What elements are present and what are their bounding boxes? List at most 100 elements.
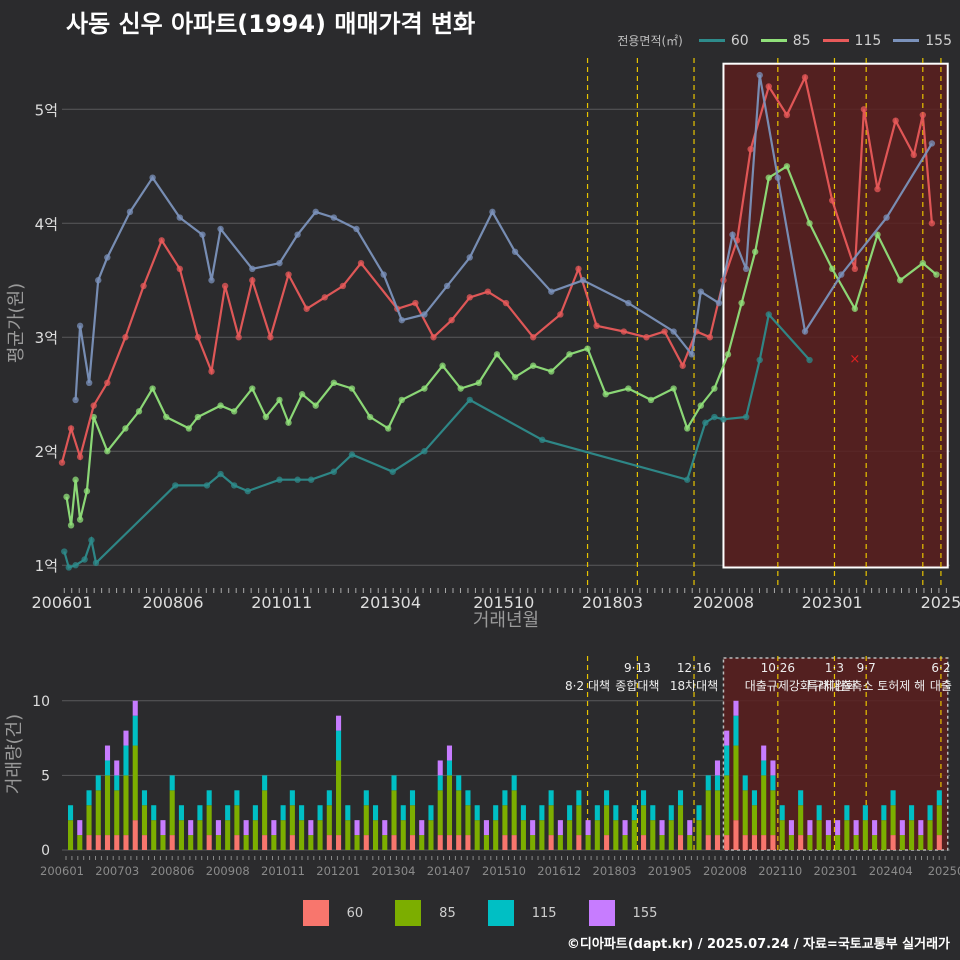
- data-point-115: [249, 277, 256, 284]
- volume-bar-115: [594, 805, 600, 821]
- data-point-115: [484, 288, 492, 295]
- highlight-box: [722, 62, 949, 569]
- volume-bar-85: [585, 835, 591, 850]
- bar-legend-item-115: 115: [487, 900, 557, 926]
- volume-bar-85: [641, 805, 647, 836]
- volume-bar-85: [650, 820, 656, 850]
- volume-bar-60: [262, 835, 268, 850]
- volume-bar-115: [927, 805, 933, 821]
- data-point-115: [140, 282, 147, 290]
- volume-bar-85: [862, 820, 868, 850]
- data-point-85: [697, 402, 705, 409]
- volume-bar-85: [881, 820, 887, 850]
- volume-bar-85: [539, 820, 545, 850]
- volume-bar-60: [724, 835, 730, 850]
- volume-bar-60: [132, 820, 138, 850]
- data-point-115: [593, 322, 600, 330]
- data-point-155: [330, 214, 338, 221]
- volume-bar-115: [326, 790, 332, 806]
- volume-bar-155: [419, 820, 425, 836]
- volume-bar-155: [899, 820, 905, 836]
- volume-bar-155: [918, 820, 924, 836]
- data-point-85: [584, 345, 591, 352]
- data-point-85: [421, 385, 428, 392]
- data-point-155: [85, 379, 93, 387]
- data-point-155: [312, 208, 319, 216]
- data-point-60: [294, 476, 301, 483]
- data-point-115: [357, 259, 365, 267]
- line-legend: 전용면적(㎡) 60 85 115 155: [617, 32, 952, 49]
- volume-bar-115: [317, 805, 323, 821]
- data-point-115: [466, 294, 473, 301]
- data-point-85: [230, 408, 238, 415]
- volume-bar-155: [687, 820, 693, 836]
- data-point-115: [502, 299, 510, 307]
- volume-bar-115: [502, 790, 508, 806]
- policy-name-label: 규제완화: [812, 679, 856, 693]
- data-point-115: [557, 311, 564, 318]
- data-point-115: [76, 453, 84, 461]
- volume-bar-85: [262, 790, 268, 836]
- volume-bar-85: [86, 805, 92, 836]
- data-point-115: [235, 334, 242, 341]
- volume-bar-155: [160, 820, 166, 836]
- volume-bar-60: [714, 835, 721, 850]
- volume-bar-85: [594, 820, 600, 850]
- data-point-155: [729, 231, 736, 238]
- data-point-115: [829, 197, 836, 204]
- data-point-60: [81, 556, 88, 563]
- volume-bar-115: [68, 805, 74, 821]
- volume-bar-85: [604, 805, 610, 836]
- volume-bar-60: [761, 835, 767, 850]
- bar-x-tick-label: 201803: [593, 864, 637, 878]
- data-point-115: [620, 328, 627, 335]
- data-point-85: [529, 362, 537, 369]
- volume-bar-115: [733, 715, 739, 746]
- volume-bar-85: [567, 820, 573, 850]
- data-point-155: [883, 214, 890, 221]
- volume-bar-85: [169, 790, 175, 836]
- volume-bar-85: [807, 835, 813, 850]
- data-point-85: [806, 220, 813, 227]
- volume-bar-60: [169, 835, 175, 850]
- volume-bar-155: [271, 820, 277, 836]
- volume-bar-60: [798, 835, 804, 850]
- volume-bar-115: [770, 775, 776, 791]
- x-tick-label: 202008: [693, 593, 754, 612]
- volume-bar-115: [456, 775, 462, 791]
- volume-bar-155: [114, 760, 120, 776]
- data-point-60: [92, 559, 100, 567]
- volume-bar-155: [188, 820, 194, 836]
- bar-x-tick-label: 202008: [703, 864, 747, 878]
- y-tick-label: 4억: [35, 215, 58, 233]
- volume-bar-60: [234, 835, 240, 850]
- volume-bar-115: [493, 805, 499, 821]
- volume-bar-115: [890, 790, 896, 806]
- data-point-115: [747, 145, 754, 153]
- data-point-85: [83, 487, 91, 495]
- volume-bar-85: [197, 820, 203, 850]
- data-point-115: [892, 117, 899, 124]
- x-tick-label: 200601: [31, 593, 92, 612]
- volume-bar-115: [104, 760, 111, 776]
- volume-bar-60: [770, 835, 776, 850]
- volume-bar-115: [252, 805, 258, 821]
- data-point-85: [104, 448, 111, 455]
- volume-bar-115: [363, 790, 369, 806]
- volume-bar-85: [308, 835, 314, 850]
- volume-bar-85: [576, 805, 582, 836]
- volume-bar-85: [437, 790, 443, 836]
- volume-bar-85: [225, 820, 231, 850]
- data-point-85: [135, 408, 143, 415]
- bar-y-tick-label: 10: [32, 694, 50, 710]
- volume-bar-60: [391, 835, 397, 850]
- volume-bar-85: [742, 790, 748, 836]
- data-point-60: [756, 356, 763, 364]
- data-point-115: [851, 265, 859, 273]
- policy-date-label: 1·3: [825, 661, 844, 675]
- volume-bar-85: [428, 820, 434, 850]
- bar-x-tick-label: 200703: [95, 864, 139, 878]
- data-point-85: [262, 413, 270, 421]
- volume-bar-85: [520, 820, 526, 850]
